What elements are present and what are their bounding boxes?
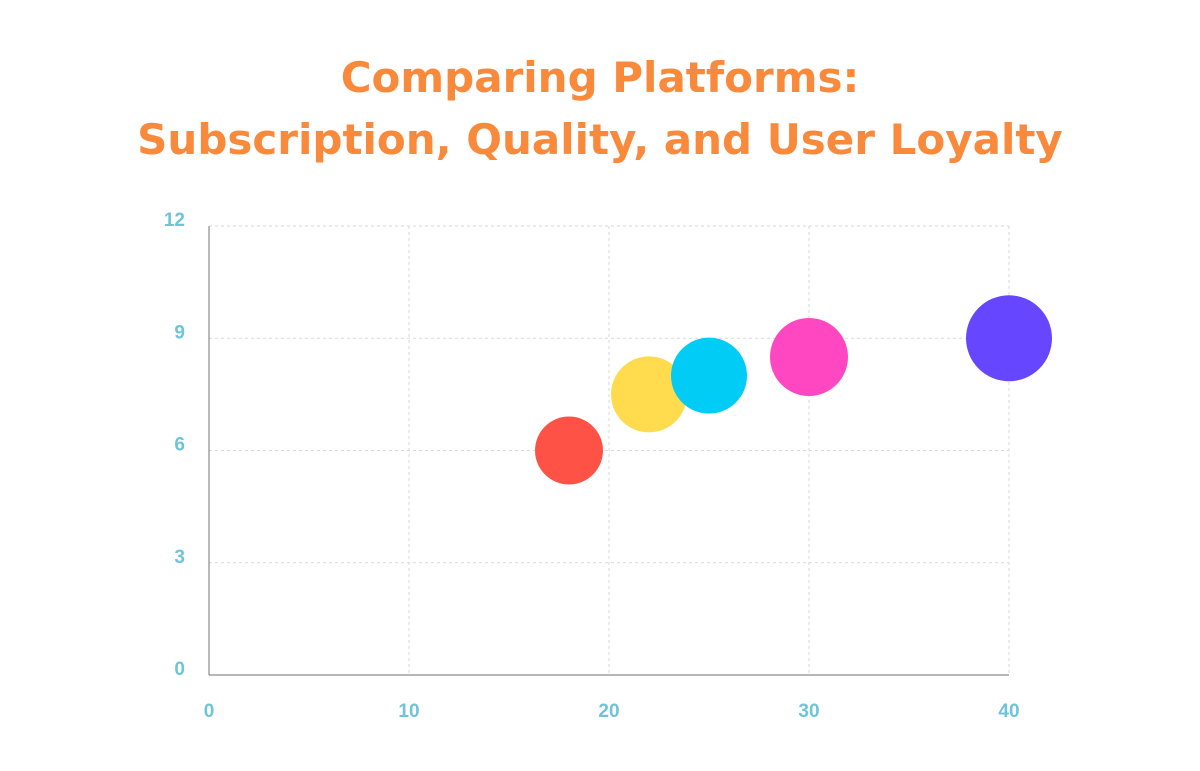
tick-labels: 0 10 20 30 40 0 3 6 9 12 — [164, 210, 1020, 722]
data-point-0 — [535, 416, 603, 485]
data-point-3 — [770, 317, 848, 396]
data-point-4 — [966, 295, 1052, 382]
x-tick-label: 40 — [998, 701, 1019, 722]
chart-title-line-1: Comparing Platforms: — [340, 53, 860, 102]
y-tick-label: 12 — [164, 210, 185, 231]
x-tick-label: 30 — [798, 701, 819, 722]
y-tick-label: 0 — [174, 659, 185, 680]
y-tick-label: 6 — [174, 435, 185, 456]
grid — [208, 225, 1010, 676]
y-tick-label: 9 — [174, 322, 185, 343]
chart-title-line-2: Subscription, Quality, and User Loyalty — [137, 115, 1063, 164]
y-tick-label: 3 — [174, 547, 185, 568]
x-tick-label: 0 — [204, 701, 215, 722]
data-point-1 — [611, 356, 687, 433]
axes — [208, 226, 1009, 676]
x-tick-label: 10 — [398, 701, 419, 722]
data-point-2 — [671, 337, 747, 414]
data-points — [535, 295, 1052, 485]
x-tick-label: 20 — [598, 701, 619, 722]
